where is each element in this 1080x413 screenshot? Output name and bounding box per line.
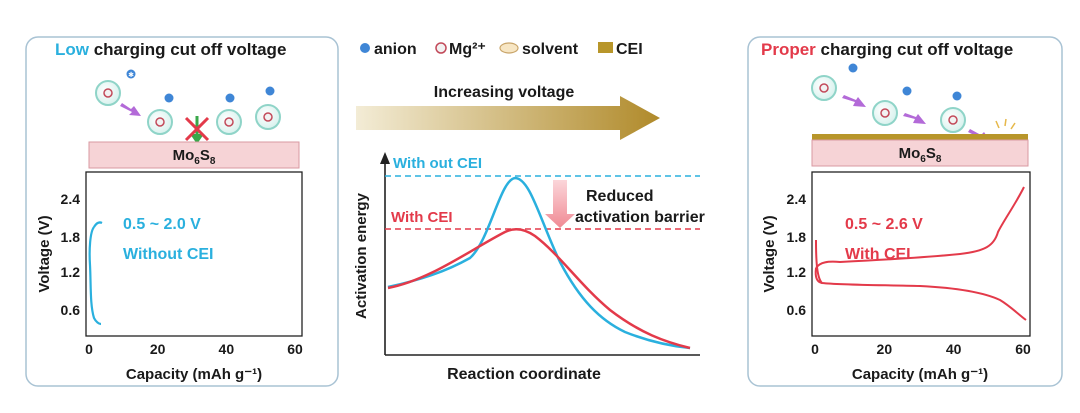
left-panel: Low charging cut off voltage ✱ (25, 36, 339, 387)
solvated-mg-icon (872, 100, 898, 126)
y-axis-arrowhead-icon (380, 152, 390, 164)
solvated-mg-icon (940, 107, 966, 133)
solvated-mg-icon (216, 109, 242, 135)
right-voltage-plot: Voltage (V) Capacity (mAh g⁻¹) 2.4 1.8 1.2… (761, 171, 1031, 383)
desolvation-spark-icon (995, 118, 1016, 130)
x-tick-label: 0 (85, 341, 93, 357)
without-cei-label: With out CEI (393, 155, 482, 172)
right-plot-ylabel: Voltage (V) (761, 215, 778, 292)
y-tick-label: 0.6 (61, 302, 81, 318)
y-tick-label: 0.6 (787, 302, 807, 318)
right-curve-start (814, 267, 823, 284)
arrow-purple-icon (120, 103, 141, 116)
left-plot-ylabel: Voltage (V) (36, 215, 53, 292)
right-plot-xticks: 0 20 40 60 (811, 341, 1031, 357)
left-particles: ✱ (95, 69, 281, 144)
y-tick-label: 2.4 (61, 191, 81, 207)
energy-xlabel: Reaction coordinate (447, 366, 601, 383)
arrow-purple-icon (903, 113, 926, 124)
anion-icon (902, 86, 912, 96)
cei-icon (598, 42, 613, 53)
solvated-mg-icon (95, 80, 121, 106)
energy-ylabel: Activation energy (353, 192, 370, 319)
solvated-mg-icon (255, 104, 281, 130)
right-discharge-curve (815, 239, 1027, 321)
with-cei-label: With CEI (391, 209, 453, 226)
blocked-insertion-icon (184, 116, 210, 144)
anion-icon (164, 93, 174, 103)
svg-text:✱: ✱ (128, 71, 134, 79)
y-tick-label: 1.2 (787, 264, 807, 280)
anion-icon: ✱ (126, 69, 136, 79)
right-panel-title: Proper charging cut off voltage (761, 40, 1013, 59)
solvent-icon (499, 42, 519, 54)
left-range-label: 0.5 ~ 2.0 V (123, 216, 201, 233)
left-voltage-curve (88, 226, 102, 326)
arrow-purple-icon (842, 95, 866, 107)
right-charge-curve (815, 186, 1025, 269)
anion-icon (848, 63, 858, 73)
x-tick-label: 0 (811, 341, 819, 357)
increasing-voltage-arrow-icon (356, 96, 660, 140)
left-voltage-plot: Voltage (V) Capacity (mAh g⁻¹) 2.4 1.8 1.2… (36, 171, 303, 383)
right-electrode (811, 139, 1029, 167)
legend-cei-label: CEI (616, 41, 643, 58)
left-panel-border (25, 36, 339, 387)
reduced-label-line1: Reduced (586, 188, 654, 205)
right-range-label: 0.5 ~ 2.6 V (845, 216, 923, 233)
left-cei-label: Without CEI (123, 246, 214, 263)
anion-icon (360, 43, 370, 53)
anion-icon (952, 91, 962, 101)
right-panel-border (747, 36, 1063, 387)
x-tick-label: 20 (150, 341, 166, 357)
right-electrode-label: Mo6S8 (899, 145, 942, 165)
left-plot-xticks: 0 20 40 60 (85, 341, 303, 357)
mg-ion-icon (435, 42, 447, 54)
x-tick-label: 60 (287, 341, 303, 357)
left-voltage-curve-top (93, 221, 103, 228)
x-tick-label: 60 (1015, 341, 1031, 357)
with-cei-curve (387, 227, 691, 350)
left-electrode-label: Mo6S8 (173, 147, 216, 167)
solvated-mg-icon (147, 109, 173, 135)
legend-mg-label: Mg²⁺ (449, 41, 486, 58)
solvated-mg-icon (811, 75, 837, 101)
reduced-label-line2: activation barrier (575, 209, 705, 226)
left-panel-title: Low charging cut off voltage (55, 40, 286, 59)
increasing-voltage-label: Increasing voltage (434, 84, 575, 101)
left-plot-xlabel: Capacity (mAh g⁻¹) (126, 366, 262, 383)
x-tick-label: 20 (877, 341, 893, 357)
reduced-barrier-arrow-icon (545, 180, 575, 228)
left-plot-frame (85, 171, 303, 337)
left-plot-yticks: 2.4 1.8 1.2 0.6 (61, 191, 81, 318)
right-panel: Proper charging cut off voltage (747, 36, 1063, 387)
right-plot-xlabel: Capacity (mAh g⁻¹) (852, 366, 988, 383)
x-tick-label: 40 (219, 341, 235, 357)
right-cei-label: With CEI (845, 246, 911, 263)
y-tick-label: 2.4 (787, 191, 807, 207)
center-section: Increasing voltage Activation energy Rea… (353, 84, 705, 383)
without-cei-curve (387, 176, 691, 350)
right-particles (811, 63, 1016, 150)
x-tick-label: 40 (946, 341, 962, 357)
y-tick-label: 1.8 (61, 229, 81, 245)
y-tick-label: 1.8 (787, 229, 807, 245)
anion-icon (265, 86, 275, 96)
legend-solvent-label: solvent (522, 41, 579, 58)
legend-anion-label: anion (374, 41, 417, 58)
right-plot-frame (811, 171, 1031, 337)
right-plot-yticks: 2.4 1.8 1.2 0.6 (787, 191, 807, 318)
y-tick-label: 1.2 (61, 264, 81, 280)
cei-layer (812, 134, 1028, 140)
legend: anion Mg²⁺ solvent CEI (360, 41, 643, 58)
left-electrode (88, 141, 300, 169)
anion-icon (225, 93, 235, 103)
